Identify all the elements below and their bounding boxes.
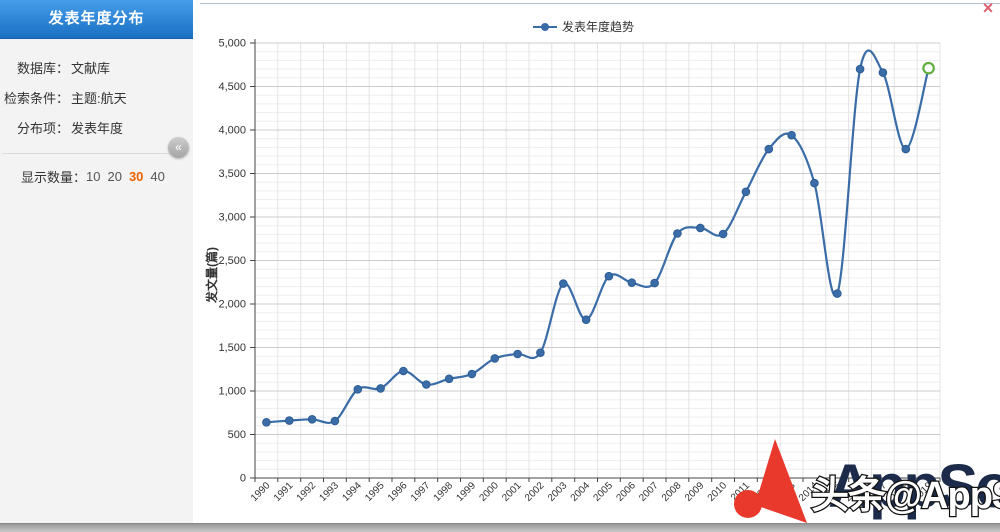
data-point-2004[interactable]: [581, 315, 591, 325]
svg-text:1992: 1992: [295, 480, 319, 504]
horizontal-scrollbar[interactable]: [0, 523, 1000, 532]
sidebar: 发表年度分布 数据库： 文献库 检索条件： 主题:航天 分布项： 发表年度 显示…: [0, 0, 193, 523]
data-point-2002[interactable]: [536, 348, 545, 358]
svg-text:3,000: 3,000: [218, 212, 246, 224]
svg-text:2003: 2003: [546, 480, 570, 504]
svg-text:2005: 2005: [592, 480, 616, 504]
display-count-option-30[interactable]: 30: [128, 169, 144, 184]
svg-text:1995: 1995: [363, 480, 387, 504]
data-point-1992[interactable]: [307, 415, 317, 424]
close-icon[interactable]: ×: [982, 0, 994, 18]
data-point-2008[interactable]: [673, 229, 682, 238]
svg-text:4,500: 4,500: [218, 81, 246, 93]
svg-text:2000: 2000: [477, 480, 501, 504]
watermark-logo-text: AppSo: [828, 452, 1000, 520]
data-point-2013[interactable]: [787, 130, 796, 140]
data-point-2011[interactable]: [741, 187, 751, 197]
data-point-2014[interactable]: [810, 178, 819, 188]
svg-text:1993: 1993: [318, 480, 342, 504]
series-publication-trend: [262, 49, 935, 427]
svg-text:2002: 2002: [523, 480, 547, 504]
data-point-2010[interactable]: [718, 229, 728, 239]
field-database-value: 文献库: [71, 61, 111, 76]
svg-text:1999: 1999: [455, 480, 479, 504]
svg-text:1,500: 1,500: [218, 342, 246, 354]
data-point-2018[interactable]: [901, 144, 911, 154]
svg-text:1996: 1996: [386, 480, 410, 504]
svg-text:3,500: 3,500: [218, 168, 246, 180]
svg-text:2,000: 2,000: [218, 299, 246, 311]
data-point-1991[interactable]: [285, 416, 294, 425]
display-count-option-40[interactable]: 40: [150, 169, 165, 184]
display-count-options: 10 20 30 40: [86, 169, 172, 184]
data-point-2006[interactable]: [627, 278, 637, 288]
field-search-condition: 检索条件： 主题:航天: [0, 91, 193, 107]
data-point-2003[interactable]: [559, 279, 568, 288]
data-point-1994[interactable]: [353, 385, 363, 394]
data-point-1998[interactable]: [444, 374, 454, 384]
legend-line-dot-icon: [533, 22, 557, 31]
display-count-label: 显示数量：: [21, 170, 87, 185]
data-point-2012[interactable]: [764, 144, 774, 154]
display-count-row: 显示数量： 10 20 30 40: [0, 167, 193, 186]
display-count-option-20[interactable]: 20: [107, 169, 122, 184]
svg-text:1997: 1997: [409, 480, 433, 504]
svg-text:2008: 2008: [660, 480, 684, 504]
line-chart-canvas[interactable]: 0 500 1,000 1,500 2,000 2,500 3,000 3,500 4,000 4…: [200, 0, 1000, 523]
svg-text:500: 500: [228, 429, 246, 441]
data-point-1993[interactable]: [330, 416, 340, 426]
data-point-2001[interactable]: [513, 349, 522, 359]
y-axis-labels: 0 500 1,000 1,500 2,000 2,500 3,000 3,500 4,000 4…: [218, 38, 246, 485]
svg-text:0: 0: [240, 473, 246, 485]
panel-title: 发表年度分布: [0, 0, 193, 39]
svg-text:1991: 1991: [272, 480, 296, 504]
data-point-2000[interactable]: [490, 354, 500, 363]
data-point-2015[interactable]: [833, 289, 842, 298]
field-search-condition-label: 检索条件：: [3, 91, 69, 106]
watermark-overlay-text: 头条@AppSo: [810, 475, 1000, 517]
data-point-1996[interactable]: [399, 366, 408, 376]
svg-text:1998: 1998: [432, 480, 456, 504]
data-point-2007[interactable]: [650, 278, 659, 288]
field-search-condition-value: 主题:航天: [71, 91, 127, 106]
svg-text:2,500: 2,500: [218, 255, 246, 267]
data-point-2005[interactable]: [604, 271, 614, 281]
grid: [255, 42, 941, 478]
svg-text:1994: 1994: [340, 480, 364, 504]
legend-label: 发表年度趋势: [562, 20, 635, 34]
svg-text:2007: 2007: [637, 480, 661, 504]
data-point-1999[interactable]: [467, 369, 477, 379]
chart-panel-border: [200, 3, 1000, 4]
svg-text:1,000: 1,000: [218, 386, 246, 398]
svg-text:2001: 2001: [500, 480, 524, 504]
legend-item[interactable]: 发表年度趋势: [533, 18, 634, 35]
sidebar-collapse-button[interactable]: «: [168, 137, 189, 158]
display-count-option-10[interactable]: 10: [86, 169, 101, 184]
svg-text:5,000: 5,000: [218, 38, 246, 50]
svg-text:2004: 2004: [569, 480, 593, 504]
data-point-2017[interactable]: [878, 68, 888, 77]
data-point-1995[interactable]: [376, 384, 385, 393]
svg-text:2010: 2010: [706, 480, 730, 504]
data-point-2019-highlighted[interactable]: [922, 61, 935, 75]
svg-text:4,000: 4,000: [218, 125, 246, 137]
appso-logo-icon: [734, 439, 807, 523]
field-database: 数据库： 文献库: [0, 61, 193, 77]
field-distribution-item-label: 分布项：: [16, 121, 69, 136]
data-point-2009[interactable]: [696, 223, 705, 233]
data-point-1997[interactable]: [422, 380, 431, 389]
axes: [250, 39, 941, 482]
y-axis-title: 发文量(篇): [205, 247, 219, 303]
filter-summary: 数据库： 文献库 检索条件： 主题:航天 分布项： 发表年度: [0, 61, 193, 137]
data-point-1990[interactable]: [262, 418, 271, 427]
field-distribution-item-value: 发表年度: [71, 121, 124, 136]
svg-text:2006: 2006: [614, 480, 638, 504]
data-point-2016[interactable]: [855, 64, 865, 74]
sidebar-divider: [2, 153, 174, 154]
field-distribution-item: 分布项： 发表年度: [0, 121, 193, 137]
svg-text:2009: 2009: [683, 480, 707, 504]
field-database-label: 数据库：: [16, 61, 69, 76]
svg-text:1990: 1990: [249, 480, 273, 504]
